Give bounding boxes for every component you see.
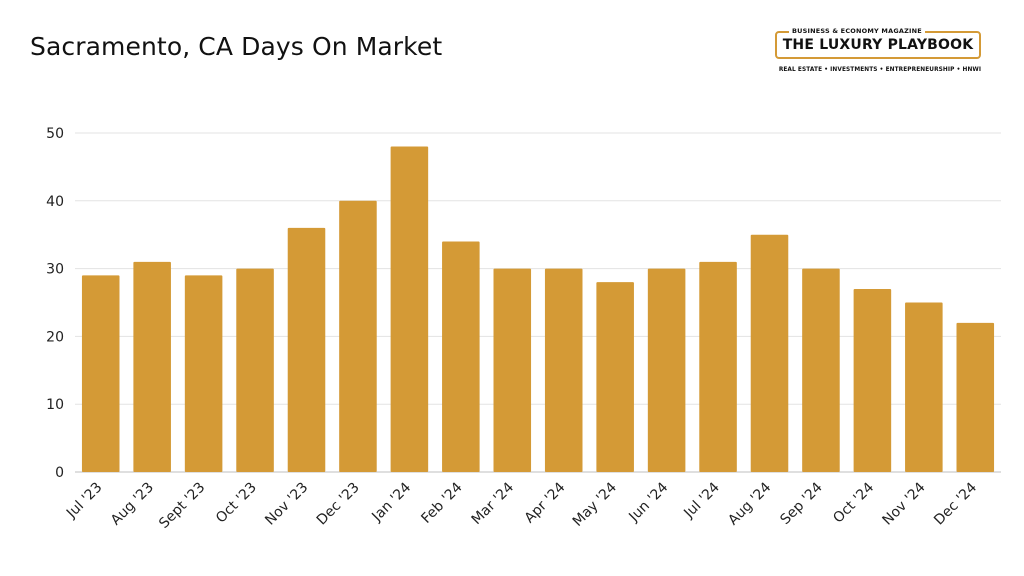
x-tick-label: Mar '24 — [469, 479, 518, 528]
y-tick-label: 40 — [46, 194, 64, 210]
x-tick-label: Oct '23 — [213, 480, 260, 527]
bar — [81, 275, 120, 472]
x-tick-label: Oct '24 — [830, 479, 877, 526]
bar — [287, 227, 326, 472]
bar — [184, 275, 223, 472]
logo-name: THE LUXURY PLAYBOOK — [782, 37, 974, 53]
x-tick-label: Apr '24 — [522, 479, 569, 526]
bar — [956, 322, 995, 472]
bar — [699, 261, 737, 472]
x-tick-label: Nov '23 — [262, 480, 311, 529]
y-tick-label: 50 — [46, 126, 64, 142]
bar — [442, 241, 480, 472]
brand-logo: BUSINESS & ECONOMY MAGAZINE THE LUXURY P… — [773, 22, 987, 82]
x-tick-label: Jun '24 — [625, 479, 671, 525]
x-tick-label: Aug '23 — [108, 480, 157, 529]
x-tick-label: Feb '24 — [418, 479, 465, 526]
bar — [133, 261, 171, 472]
bar — [544, 268, 583, 472]
x-tick-label: Aug '24 — [725, 479, 774, 528]
y-tick-label: 30 — [46, 262, 64, 278]
bar — [493, 268, 532, 472]
bar — [236, 268, 274, 472]
x-tick-label: Jul '23 — [63, 480, 105, 522]
bar — [596, 282, 634, 472]
y-tick-label: 10 — [46, 397, 64, 413]
y-tick-label: 0 — [55, 465, 64, 481]
bar — [750, 234, 789, 472]
bar — [647, 268, 686, 472]
x-tick-label: Nov '24 — [880, 479, 929, 528]
bar — [390, 146, 429, 472]
x-tick-label: May '24 — [570, 479, 620, 529]
x-tick-label: Jul '24 — [680, 479, 722, 521]
y-tick-label: 20 — [46, 329, 64, 345]
logo-tagline: REAL ESTATE • INVESTMENTS • ENTREPRENEUR… — [778, 67, 982, 73]
chart-title: Sacramento, CA Days On Market — [30, 32, 443, 61]
logo-kicker: BUSINESS & ECONOMY MAGAZINE — [789, 27, 925, 35]
x-tick-label: Dec '23 — [314, 480, 363, 529]
x-tick-label: Jan '24 — [368, 479, 414, 525]
x-tick-label: Dec '24 — [931, 479, 980, 528]
x-tick-label: Sep '24 — [777, 479, 826, 528]
bar — [853, 288, 892, 472]
bar — [905, 302, 943, 472]
x-tick-label: Sept '23 — [156, 480, 208, 532]
bar — [339, 200, 377, 473]
bar — [802, 268, 840, 472]
